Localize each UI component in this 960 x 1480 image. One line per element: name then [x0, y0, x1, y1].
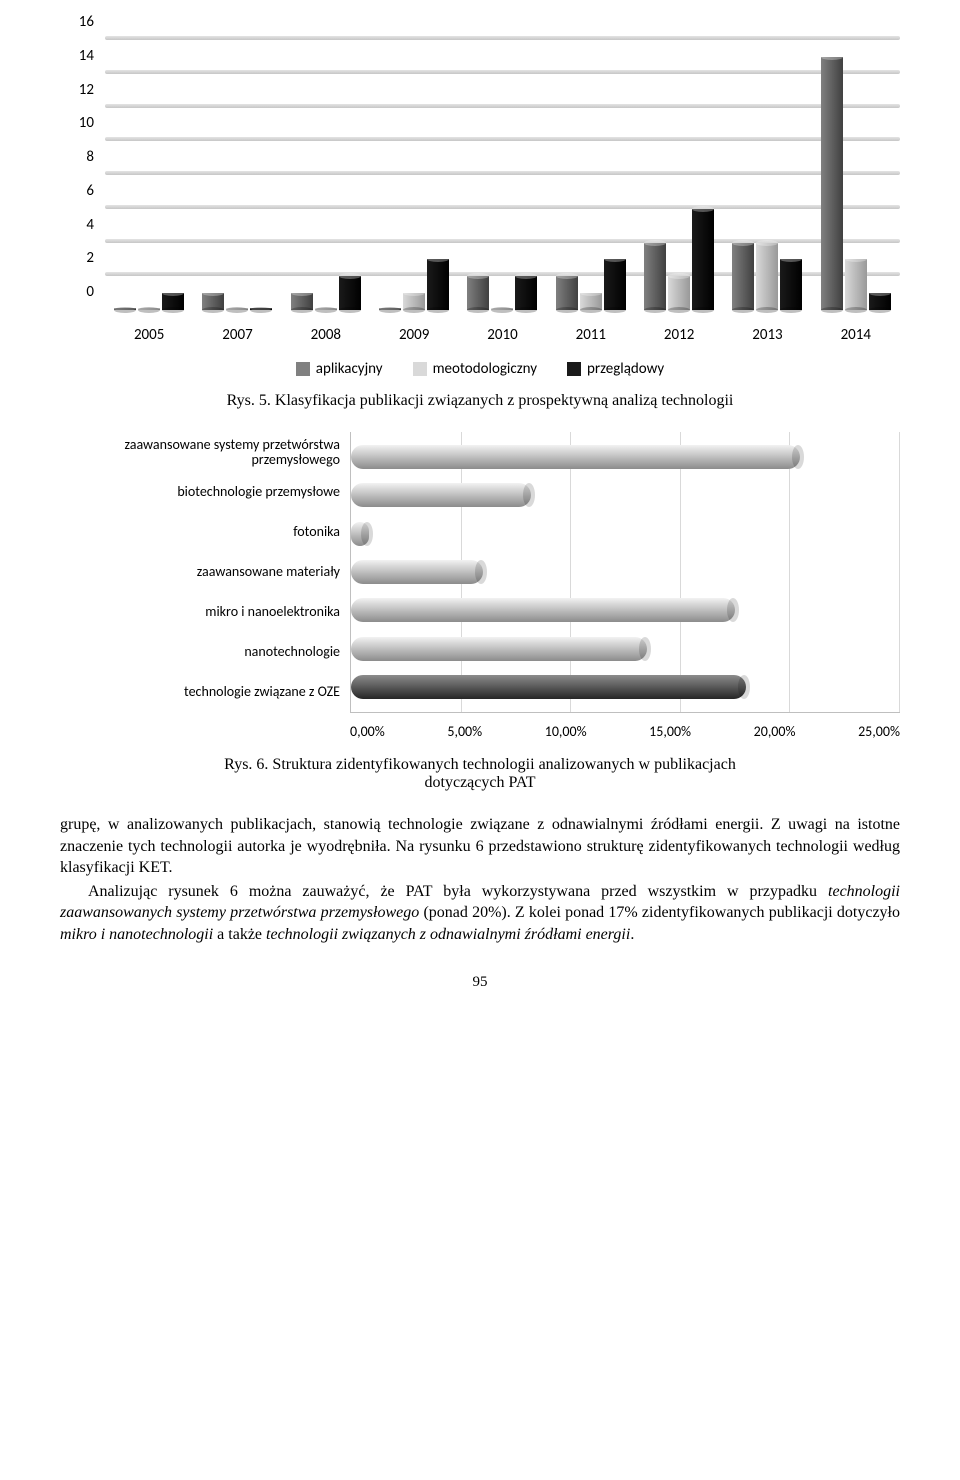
hbar [351, 598, 735, 622]
category-label: technologie związane z OZE [60, 672, 340, 712]
y-tick: 16 [79, 13, 94, 31]
category-label: mikro i nanoelektronika [60, 592, 340, 632]
x-label: 2009 [399, 326, 429, 344]
y-tick: 4 [86, 216, 94, 234]
year-group [291, 40, 361, 310]
year-group [379, 40, 449, 310]
chart1-legend: aplikacyjny meotodologiczny przeglądowy [60, 360, 900, 378]
y-tick: 10 [79, 114, 94, 132]
x-tick: 0,00% [350, 723, 385, 740]
bar [732, 243, 754, 311]
chart2-x-axis: 0,00% 5,00% 10,00% 15,00% 20,00% 25,00% [350, 723, 900, 740]
bar [291, 293, 313, 310]
year-group [732, 40, 802, 310]
figure6-caption: Rys. 6. Struktura zidentyfikowanych tech… [60, 756, 900, 792]
year-group [114, 40, 184, 310]
hbar [351, 560, 483, 584]
bar [821, 57, 843, 310]
chart2-horizontal-bar: zaawansowane systemy przetwórstwa przemy… [60, 432, 900, 713]
bar [780, 259, 802, 310]
y-tick: 6 [86, 182, 94, 200]
y-tick: 12 [79, 81, 94, 99]
y-tick: 2 [86, 249, 94, 267]
hbar [351, 445, 800, 469]
y-tick: 8 [86, 148, 94, 166]
bar [491, 308, 513, 310]
bar [403, 293, 425, 310]
bar [692, 209, 714, 310]
bar [339, 276, 361, 310]
legend-item: meotodologiczny [413, 360, 537, 378]
bar [869, 293, 891, 310]
category-label: nanotechnologie [60, 632, 340, 672]
x-label: 2011 [576, 326, 606, 344]
bar [427, 259, 449, 310]
bar [114, 308, 136, 310]
x-label: 2012 [664, 326, 694, 344]
hbar [351, 675, 746, 699]
body-text: grupę, w analizowanych publikacjach, sta… [60, 814, 900, 946]
bar [162, 293, 184, 310]
year-group [644, 40, 714, 310]
legend-item: aplikacyjny [296, 360, 383, 378]
year-group [467, 40, 537, 310]
bar [644, 243, 666, 311]
bar [668, 276, 690, 310]
figure5-caption: Rys. 5. Klasyfikacja publikacji związany… [60, 392, 900, 410]
category-label: fotonika [60, 512, 340, 552]
year-group [202, 40, 272, 310]
bar [138, 308, 160, 310]
bar [756, 243, 778, 311]
bar [467, 276, 489, 310]
hbar [351, 637, 647, 661]
bar [379, 308, 401, 310]
hbar [351, 522, 369, 546]
legend-item: przeglądowy [567, 360, 664, 378]
x-label: 2010 [487, 326, 517, 344]
page-number: 95 [60, 974, 900, 991]
bar [226, 308, 248, 310]
bar [515, 276, 537, 310]
year-group [821, 40, 891, 310]
bar [202, 293, 224, 310]
bar [250, 308, 272, 310]
x-label: 2014 [841, 326, 871, 344]
x-tick: 10,00% [545, 723, 587, 740]
bar [315, 308, 337, 310]
chart1-grouped-bar: 0246810121416 20052007200820092010201120… [60, 40, 900, 350]
x-label: 2007 [222, 326, 252, 344]
y-tick: 0 [86, 283, 94, 301]
x-tick: 20,00% [754, 723, 796, 740]
y-tick: 14 [79, 47, 94, 65]
x-label: 2013 [752, 326, 782, 344]
bar [556, 276, 578, 310]
hbar [351, 483, 531, 507]
year-group [556, 40, 626, 310]
category-label: zaawansowane materiały [60, 552, 340, 592]
bar [845, 259, 867, 310]
bar [604, 259, 626, 310]
x-tick: 15,00% [649, 723, 691, 740]
category-label: zaawansowane systemy przetwórstwa przemy… [60, 432, 340, 472]
category-label: biotechnologie przemysłowe [60, 472, 340, 512]
x-label: 2005 [134, 326, 164, 344]
bar [580, 293, 602, 310]
x-label: 2008 [311, 326, 341, 344]
x-tick: 25,00% [858, 723, 900, 740]
x-tick: 5,00% [447, 723, 482, 740]
